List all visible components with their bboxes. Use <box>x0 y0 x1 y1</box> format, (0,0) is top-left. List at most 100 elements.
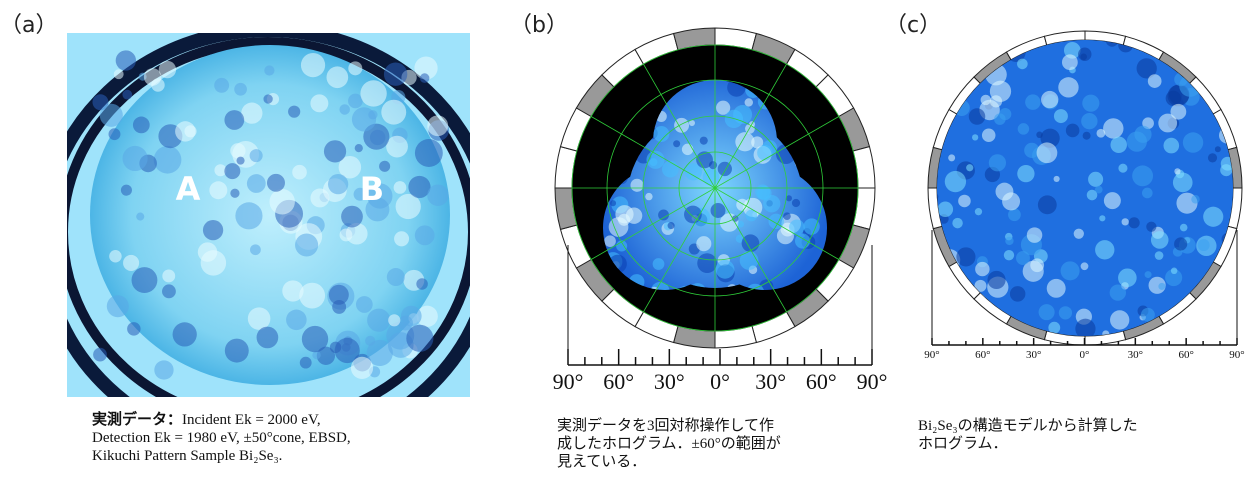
texture <box>662 161 679 178</box>
texture <box>1081 262 1089 270</box>
texture <box>1164 138 1180 154</box>
texture <box>1095 240 1114 259</box>
texture <box>1058 77 1078 97</box>
texture <box>1186 306 1201 321</box>
texture <box>958 41 978 61</box>
texture <box>668 222 675 229</box>
texture <box>1191 195 1200 204</box>
texture <box>299 283 325 309</box>
texture <box>716 260 735 279</box>
kikuchi-image <box>43 30 493 450</box>
texture <box>340 229 353 242</box>
texture <box>427 115 448 136</box>
texture <box>398 316 413 331</box>
texture <box>1097 129 1106 138</box>
texture <box>1224 289 1233 298</box>
texture <box>1104 192 1121 209</box>
texture <box>1215 146 1221 152</box>
texture <box>133 117 150 134</box>
texture <box>1134 126 1151 143</box>
texture <box>757 145 773 161</box>
texture <box>1151 231 1169 249</box>
texture <box>109 250 121 262</box>
texture <box>1219 284 1239 304</box>
texture <box>792 199 800 207</box>
texture <box>1132 165 1153 186</box>
scale-label: 30° <box>654 369 685 394</box>
texture <box>645 193 652 200</box>
scale-label: 60° <box>975 349 990 361</box>
texture <box>107 295 129 317</box>
texture <box>394 231 409 246</box>
texture <box>658 210 669 221</box>
texture <box>697 253 717 273</box>
texture <box>250 244 261 255</box>
texture <box>339 104 350 115</box>
texture <box>286 310 307 331</box>
texture <box>1062 54 1078 70</box>
texture <box>1183 132 1203 152</box>
texture <box>952 218 962 228</box>
texture <box>292 165 307 180</box>
texture <box>1066 124 1080 138</box>
caption-line: Incident Ek = 2000 eV, <box>182 412 321 428</box>
texture <box>162 284 176 298</box>
texture <box>1129 217 1140 228</box>
texture <box>263 94 272 103</box>
texture <box>1184 314 1196 326</box>
texture <box>989 154 1006 171</box>
texture <box>123 255 139 271</box>
texture <box>789 219 805 235</box>
texture <box>1010 286 1025 301</box>
texture <box>1059 306 1072 319</box>
caption-line: Detection Ek = 1980 eV, ±50°cone, EBSD, <box>92 430 351 446</box>
texture <box>610 200 616 206</box>
texture <box>328 174 348 194</box>
texture <box>696 236 711 251</box>
texture <box>990 81 1011 102</box>
texture <box>132 267 158 293</box>
texture <box>248 307 271 330</box>
texture <box>1025 94 1040 109</box>
texture <box>348 94 363 109</box>
texture <box>114 69 124 79</box>
texture <box>1054 176 1060 182</box>
texture <box>673 140 680 147</box>
texture <box>1039 304 1055 320</box>
texture <box>348 61 362 75</box>
texture <box>1171 268 1178 275</box>
texture <box>1017 165 1034 182</box>
texture <box>1203 207 1223 227</box>
texture <box>162 270 175 283</box>
texture <box>288 106 300 118</box>
texture <box>175 121 195 141</box>
texture <box>224 110 244 130</box>
texture <box>332 300 346 314</box>
texture <box>302 326 328 352</box>
texture <box>381 100 406 125</box>
scale-label: 90° <box>1229 349 1244 361</box>
texture <box>1170 329 1186 345</box>
texture <box>235 202 262 229</box>
texture <box>966 164 973 171</box>
texture <box>1017 59 1028 70</box>
texture <box>1142 188 1153 199</box>
texture <box>1110 310 1129 329</box>
texture <box>1047 279 1066 298</box>
caption-line: 見えている． <box>557 454 646 470</box>
texture <box>237 157 245 165</box>
texture <box>415 139 443 167</box>
texture <box>1197 302 1208 313</box>
texture <box>1145 271 1152 278</box>
texture <box>1180 224 1188 232</box>
texture <box>1083 132 1091 140</box>
texture <box>257 327 279 349</box>
texture <box>300 357 312 369</box>
texture <box>326 66 348 88</box>
texture <box>109 128 121 140</box>
texture <box>1225 96 1235 106</box>
texture <box>121 185 132 196</box>
texture <box>958 195 971 208</box>
texture <box>93 348 107 362</box>
texture <box>1002 192 1020 210</box>
